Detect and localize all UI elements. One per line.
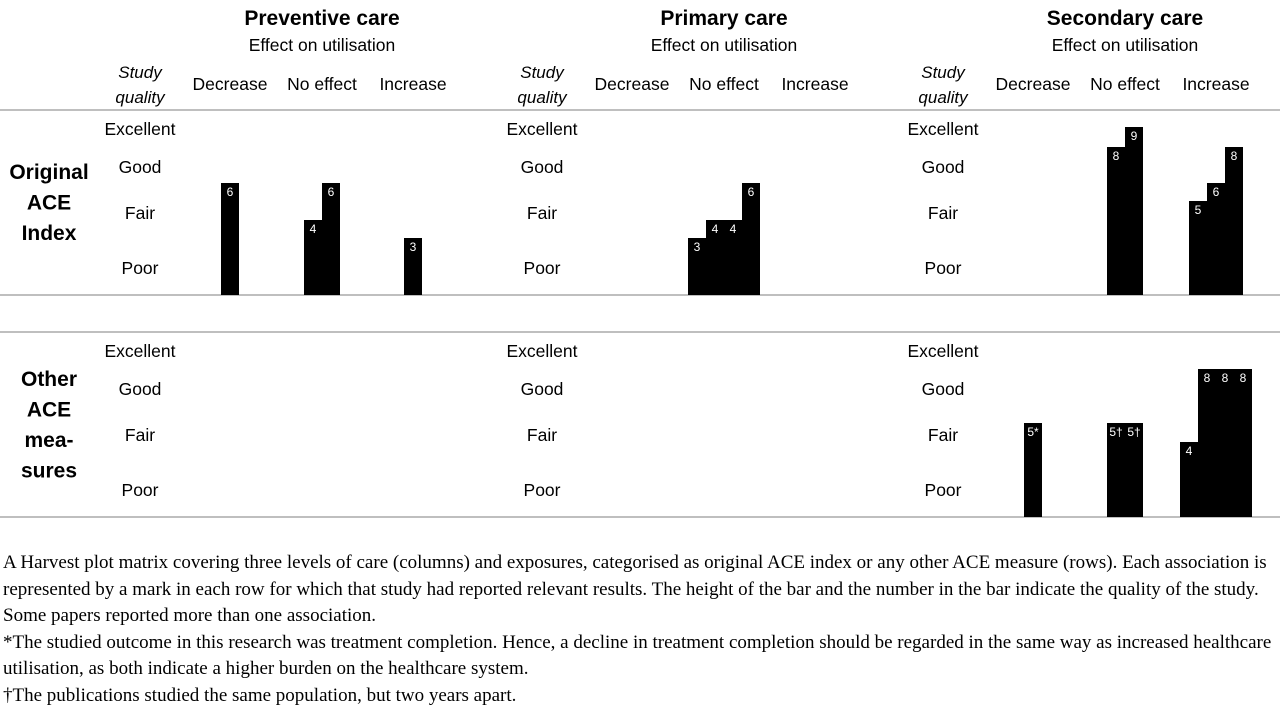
caption-footnote-dagger: †The publications studied the same popul… <box>3 684 517 706</box>
study-quality-header: quality <box>115 88 166 107</box>
quality-label-good: Good <box>521 157 564 177</box>
quality-label-fair: Fair <box>527 425 557 445</box>
harvest-bar <box>742 183 760 295</box>
bar-quality-label: 6 <box>1213 185 1220 199</box>
bar-quality-label: 3 <box>694 240 701 254</box>
quality-label-excellent: Excellent <box>506 119 577 139</box>
harvest-bar <box>1189 201 1207 295</box>
quality-label-good: Good <box>521 379 564 399</box>
quality-label-fair: Fair <box>928 203 958 223</box>
bar-quality-label: 6 <box>328 185 335 199</box>
harvest-bar <box>221 183 239 295</box>
quality-label-fair: Fair <box>527 203 557 223</box>
bar-quality-label: 9 <box>1131 129 1138 143</box>
effect-category-increase: Increase <box>379 74 446 94</box>
quality-label-fair: Fair <box>125 425 155 445</box>
quality-label-poor: Poor <box>122 258 159 278</box>
bar-quality-label: 4 <box>712 222 719 236</box>
harvest-bar <box>706 220 724 295</box>
effect-category-increase: Increase <box>1182 74 1249 94</box>
effect-subtitle: Effect on utilisation <box>249 35 396 55</box>
harvest-bar <box>1207 183 1225 295</box>
study-quality-header: quality <box>918 88 969 107</box>
bar-quality-label: 8 <box>1240 371 1247 385</box>
quality-label-good: Good <box>119 157 162 177</box>
quality-label-excellent: Excellent <box>506 341 577 361</box>
bar-quality-label: 8 <box>1222 371 1229 385</box>
harvest-bar <box>1107 147 1125 295</box>
exposure-label-other-ace-measures: ACE <box>27 398 71 421</box>
quality-label-poor: Poor <box>524 258 561 278</box>
exposure-label-original-ace-index: Original <box>9 161 88 184</box>
bar-quality-label: 6 <box>227 185 234 199</box>
harvest-bar <box>322 183 340 295</box>
harvest-bar <box>304 220 322 295</box>
effect-subtitle: Effect on utilisation <box>651 35 798 55</box>
exposure-label-other-ace-measures: sures <box>21 459 77 482</box>
bar-quality-label: 4 <box>730 222 737 236</box>
effect-category-decrease: Decrease <box>595 74 670 94</box>
care-level-title-primary-care: Primary care <box>660 7 787 30</box>
quality-label-excellent: Excellent <box>104 341 175 361</box>
exposure-label-other-ace-measures: mea- <box>24 429 73 452</box>
caption-footnote-asterisk: *The studied outcome in this research wa… <box>3 631 1272 680</box>
bar-quality-label: 5† <box>1127 425 1140 439</box>
study-quality-header: quality <box>517 88 568 107</box>
care-level-title-secondary-care: Secondary care <box>1047 7 1203 30</box>
harvest-bar <box>404 238 422 295</box>
bar-quality-label: 8 <box>1113 149 1120 163</box>
quality-label-fair: Fair <box>125 203 155 223</box>
quality-label-poor: Poor <box>524 480 561 500</box>
figure-caption: A Harvest plot matrix covering three lev… <box>3 550 1277 709</box>
harvest-bar <box>1125 423 1143 517</box>
study-quality-header: Study <box>118 63 163 82</box>
quality-label-excellent: Excellent <box>907 341 978 361</box>
bar-quality-label: 8 <box>1231 149 1238 163</box>
harvest-bar <box>1024 423 1042 517</box>
harvest-bar <box>724 220 742 295</box>
bar-quality-label: 4 <box>1186 444 1193 458</box>
effect-category-no-effect: No effect <box>689 74 759 94</box>
harvest-plot: Preventive care Effect on utilisation Stud… <box>0 7 1280 518</box>
bar-quality-label: 4 <box>310 222 317 236</box>
harvest-bar <box>1180 442 1198 517</box>
bar-quality-label: 6 <box>748 185 755 199</box>
harvest-bar <box>1125 127 1143 295</box>
exposure-label-original-ace-index: Index <box>22 222 77 245</box>
bar-quality-label: 8 <box>1204 371 1211 385</box>
harvest-bar <box>1198 369 1216 517</box>
effect-category-decrease: Decrease <box>193 74 268 94</box>
harvest-bar <box>1234 369 1252 517</box>
harvest-bar <box>688 238 706 295</box>
quality-label-poor: Poor <box>122 480 159 500</box>
quality-label-excellent: Excellent <box>907 119 978 139</box>
quality-label-fair: Fair <box>928 425 958 445</box>
quality-label-excellent: Excellent <box>104 119 175 139</box>
bar-quality-label: 5* <box>1027 425 1039 439</box>
quality-label-poor: Poor <box>925 480 962 500</box>
care-level-title-preventive-care: Preventive care <box>244 7 399 30</box>
bar-quality-label: 5† <box>1109 425 1122 439</box>
exposure-label-original-ace-index: ACE <box>27 192 71 215</box>
exposure-label-other-ace-measures: Other <box>21 368 77 391</box>
bar-quality-label: 3 <box>410 240 417 254</box>
caption-main: A Harvest plot matrix covering three lev… <box>3 552 1267 626</box>
effect-category-no-effect: No effect <box>1090 74 1160 94</box>
quality-label-good: Good <box>922 379 965 399</box>
study-quality-header: Study <box>520 63 565 82</box>
study-quality-header: Study <box>921 63 966 82</box>
harvest-bar <box>1225 147 1243 295</box>
effect-category-increase: Increase <box>781 74 848 94</box>
quality-label-good: Good <box>922 157 965 177</box>
effect-category-no-effect: No effect <box>287 74 357 94</box>
harvest-bar <box>1216 369 1234 517</box>
bar-quality-label: 5 <box>1195 203 1202 217</box>
effect-category-decrease: Decrease <box>996 74 1071 94</box>
effect-subtitle: Effect on utilisation <box>1052 35 1199 55</box>
harvest-bar <box>1107 423 1125 517</box>
quality-label-poor: Poor <box>925 258 962 278</box>
quality-label-good: Good <box>119 379 162 399</box>
